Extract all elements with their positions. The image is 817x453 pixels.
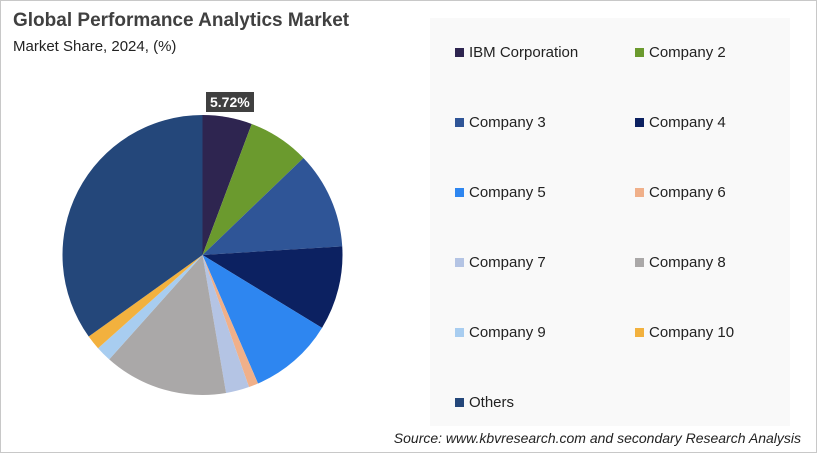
legend-swatch [635,327,644,337]
legend-label: Company 6 [649,183,726,201]
legend: IBM Corporation Company 2 Company 3 Company… [455,42,815,412]
pie-slice-company-3 [202,157,343,255]
pie-slice-company-10 [88,255,203,349]
source-note: Source: www.kbvresearch.com and secondar… [393,430,801,446]
legend-label: Company 10 [649,323,735,341]
pie-slice-company-4 [202,246,343,328]
legend-swatch [635,257,644,267]
legend-label: Company 4 [649,113,726,131]
legend-item: Others [455,392,635,412]
legend-label: Company 5 [469,183,546,201]
legend-item: Company 10 [635,322,815,342]
legend-label: IBM Corporation [469,43,579,61]
legend-swatch [635,117,644,127]
chart-subtitle: Market Share, 2024, (%) [13,38,177,55]
legend-swatch [455,187,464,197]
legend-label: Company 2 [649,43,726,61]
chart-title: Global Performance Analytics Market [13,10,350,31]
legend-swatch [635,187,644,197]
legend-item: Company 9 [455,322,635,342]
legend-label: Company 9 [469,323,546,341]
pie-slice-company-7 [202,255,250,394]
legend-label: Company 8 [649,253,726,271]
legend-item: Company 3 [455,112,635,132]
legend-swatch [455,47,464,57]
legend-swatch [635,47,644,57]
legend-item: Company 4 [635,112,815,132]
legend-label: Company 3 [469,113,546,131]
pie-slice-company-2 [202,123,304,255]
pie-slice-company-8 [109,255,227,395]
pie-slice-company-6 [202,255,259,388]
legend-item: Company 6 [635,182,815,202]
data-label-ibm: 5.72% [206,92,254,112]
legend-label: Others [469,393,515,411]
legend-label: Company 7 [469,253,546,271]
legend-swatch [455,117,464,127]
pie-slice-ibm-corporation [202,115,252,255]
pie-slice-others [62,114,203,337]
legend-swatch [455,397,464,407]
pie-slice-company-5 [202,255,323,384]
legend-swatch [455,257,464,267]
pie-slice-company-9 [98,255,203,360]
legend-panel [430,18,790,426]
legend-item: Company 2 [635,42,815,62]
legend-item: IBM Corporation [455,42,635,62]
legend-item: Company 5 [455,182,635,202]
legend-item: Company 7 [455,252,635,272]
legend-swatch [455,327,464,337]
legend-item: Company 8 [635,252,815,272]
